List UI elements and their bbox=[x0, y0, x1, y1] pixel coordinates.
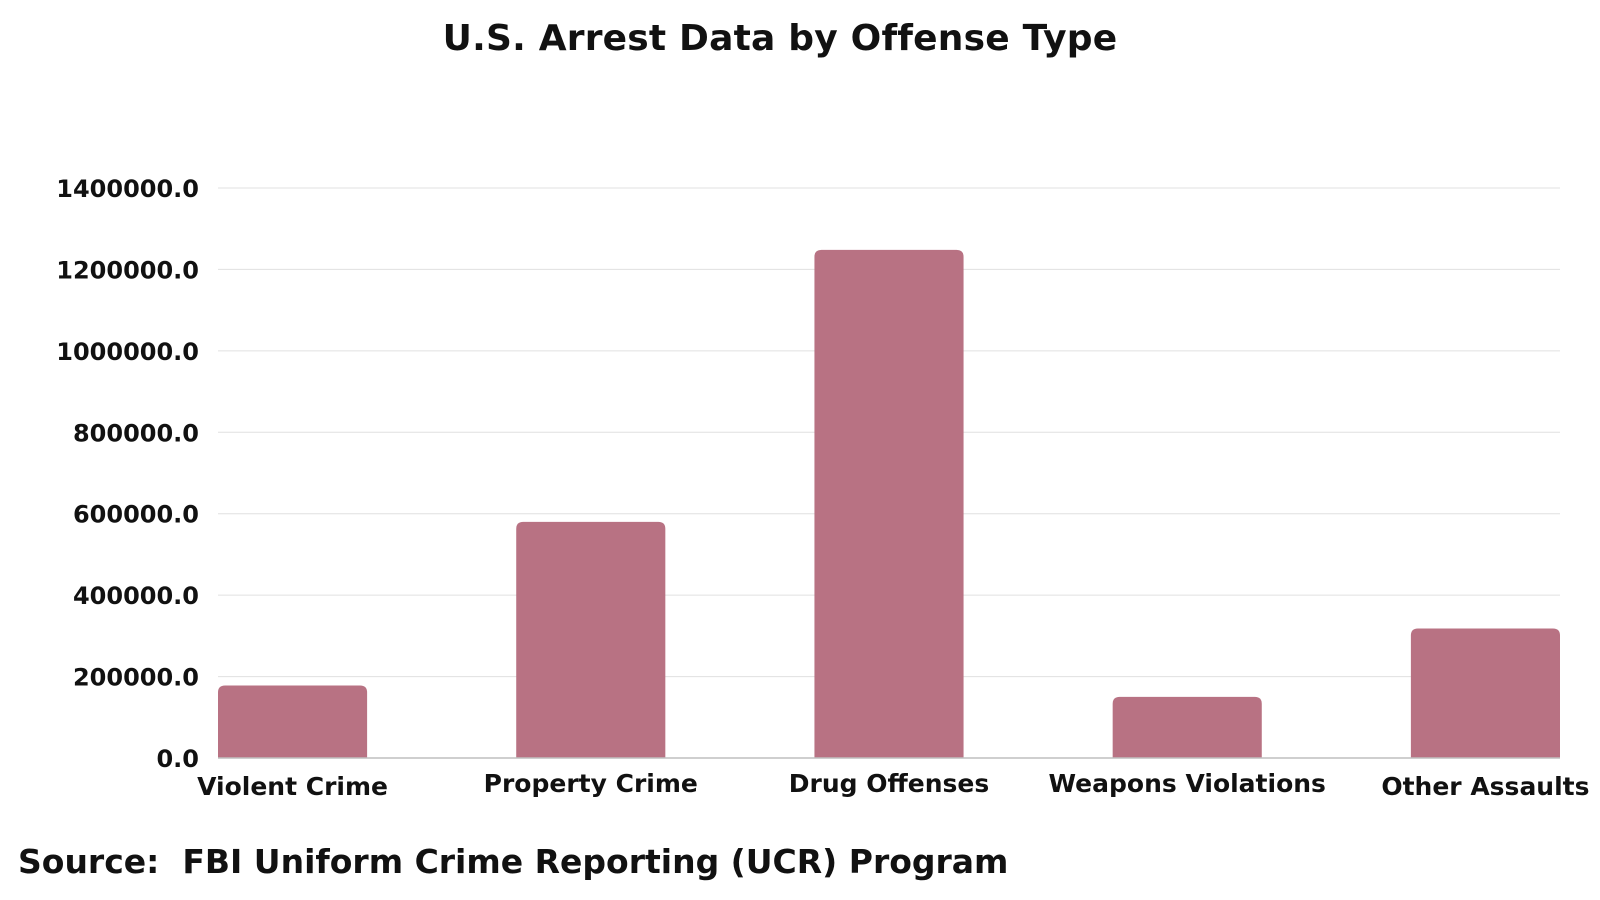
x-tick-label: Weapons Violations bbox=[1049, 769, 1326, 798]
y-tick-label: 1000000.0 bbox=[56, 338, 199, 366]
x-tick-label: Violent Crime bbox=[197, 772, 388, 801]
x-tick-label: Other Assaults bbox=[1381, 772, 1589, 801]
y-tick-label: 1400000.0 bbox=[56, 175, 199, 203]
bar-other-assaults bbox=[1410, 628, 1560, 758]
bar-property-crime bbox=[516, 521, 666, 758]
bar-weapons-violations bbox=[1112, 696, 1262, 758]
y-tick-label: 200000.0 bbox=[73, 664, 199, 692]
y-tick-label: 1200000.0 bbox=[56, 256, 199, 284]
y-tick-label: 400000.0 bbox=[73, 582, 199, 610]
y-tick-label: 800000.0 bbox=[73, 419, 199, 447]
bar-drug-offenses bbox=[814, 249, 964, 758]
y-tick-label: 600000.0 bbox=[73, 501, 199, 529]
bars bbox=[218, 249, 1560, 758]
source-note: Source: FBI Uniform Crime Reporting (UCR… bbox=[18, 842, 1009, 881]
x-tick-label: Property Crime bbox=[484, 769, 698, 798]
chart-title: U.S. Arrest Data by Offense Type bbox=[442, 18, 1118, 59]
x-tick-label: Drug Offenses bbox=[789, 769, 989, 798]
y-axis-ticks: 0.0 200000.0 400000.0 600000.0 800000.0 10000… bbox=[56, 175, 199, 773]
bar-violent-crime bbox=[218, 685, 368, 758]
x-axis-labels: Violent Crime Property Crime Drug Offenses… bbox=[197, 769, 1589, 801]
y-tick-label: 0.0 bbox=[156, 745, 199, 773]
bar-chart: 0.0 200000.0 400000.0 600000.0 800000.0 10000… bbox=[56, 175, 1589, 801]
